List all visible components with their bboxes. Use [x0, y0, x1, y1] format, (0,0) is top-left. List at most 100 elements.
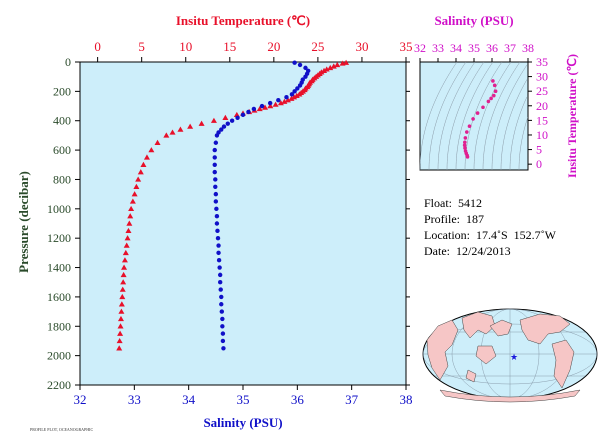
temperature-point [267, 103, 274, 109]
ts-point [493, 89, 498, 93]
ts-point [492, 83, 497, 88]
temperature-point [131, 191, 138, 197]
salinity-point [216, 243, 221, 248]
temperature-point [154, 139, 161, 145]
salinity-tick-label: 32 [74, 392, 87, 407]
salinity-point [217, 280, 223, 285]
pressure-tick-label: 2000 [47, 349, 71, 363]
ts-point [463, 140, 467, 145]
temperature-point [128, 205, 135, 212]
ts-point [491, 79, 495, 83]
salinity-point [297, 62, 303, 68]
density-isoline [446, 61, 485, 171]
temperature-tick-label: 30 [355, 39, 368, 54]
temperature-tick-label: 35 [400, 39, 413, 54]
temperature-point [163, 132, 170, 138]
footer-text: PROFILE PLOT, OCEANOGRAPHIC [30, 427, 94, 432]
salinity-point [221, 346, 226, 351]
ts-series [462, 79, 498, 159]
salinity-point [215, 228, 220, 234]
salinity-point [221, 124, 227, 129]
pressure-tick-label: 2200 [47, 378, 71, 392]
pressure-tick-label: 800 [53, 172, 71, 186]
ts-salinity-tick-label: 36 [486, 41, 498, 55]
salinity-point [267, 100, 273, 106]
ts-point [463, 146, 467, 150]
temperature-point [120, 271, 127, 278]
ts-salinity-tick-label: 33 [432, 41, 444, 55]
pressure-axis-title: Pressure (decibar) [16, 171, 31, 273]
temperature-point [288, 95, 295, 101]
salinity-point [213, 184, 218, 189]
salinity-point [213, 140, 219, 145]
pressure-tick-label: 1200 [47, 231, 71, 245]
salinity-point [276, 97, 281, 103]
pressure-tick-label: 0 [65, 55, 71, 69]
ts-point [486, 99, 491, 104]
salinity-tick-label: 36 [291, 392, 305, 407]
density-isoline [500, 79, 528, 171]
pressure-tick-label: 200 [53, 84, 71, 98]
temperature-point [327, 64, 334, 71]
salinity-point [303, 65, 308, 71]
temperature-point [119, 293, 126, 300]
ts-point [463, 136, 468, 140]
density-isoline [509, 96, 528, 171]
salinity-point [217, 272, 223, 278]
profile-axis-ticks: 0 5 10 15 20 25 30 35 32 33 34 35 36 37 38 0 200 400 600 80… [47, 39, 413, 407]
ts-point [489, 96, 493, 101]
salinity-point [218, 287, 223, 292]
location-map: ★ [422, 308, 598, 403]
temperature-point [133, 183, 140, 189]
density-isoline [482, 61, 521, 171]
ts-salinity-tick-label: 35 [468, 41, 480, 55]
profile-number: Profile: 187 [424, 212, 484, 226]
temperature-axis-title: Insitu Temperature (℃) [176, 13, 310, 28]
salinity-point [292, 60, 297, 65]
ts-point [481, 105, 485, 110]
salinity-point [220, 338, 226, 344]
salinity-point [246, 109, 251, 115]
ts-temperature-tick-label: 0 [536, 157, 542, 171]
pressure-tick-label: 400 [53, 114, 71, 128]
density-isolines [419, 61, 528, 171]
temperature-point [116, 337, 123, 344]
ts-temperature-tick-label: 5 [536, 143, 542, 157]
density-isoline [491, 64, 528, 171]
profile-date: Date: 12/24/2013 [424, 244, 511, 258]
temperature-point [121, 257, 128, 263]
density-isoline [428, 61, 467, 171]
float-location-marker: ★ [510, 353, 518, 363]
temperature-point [177, 126, 184, 132]
salinity-point [284, 95, 289, 100]
temperature-point [117, 323, 124, 329]
salinity-point [295, 86, 300, 91]
ts-point [465, 130, 469, 134]
salinity-point [220, 331, 226, 336]
temperature-point [334, 61, 341, 68]
temperature-point [123, 242, 130, 248]
float-location: Location: 17.4˚S 152.7˚W [424, 228, 556, 242]
density-isoline [455, 61, 494, 171]
ts-temperature-tick-label: 35 [536, 55, 548, 69]
salinity-point [259, 103, 265, 109]
ts-salinity-tick-label: 37 [504, 41, 516, 55]
salinity-point [220, 324, 225, 329]
temperature-point [129, 198, 136, 204]
temperature-point [256, 105, 263, 112]
temperature-point [126, 220, 133, 226]
salinity-point [216, 250, 221, 256]
salinity-point [212, 147, 217, 153]
pressure-tick-label: 600 [53, 143, 71, 157]
ts-salinity-tick-label: 34 [450, 41, 462, 55]
temperature-tick-label: 0 [94, 39, 101, 54]
salinity-point [219, 302, 224, 307]
ts-salinity-tick-label: 32 [414, 41, 426, 55]
salinity-point [217, 265, 222, 270]
ts-point [471, 117, 475, 121]
temperature-tick-label: 25 [311, 39, 324, 54]
salinity-point [219, 127, 224, 132]
